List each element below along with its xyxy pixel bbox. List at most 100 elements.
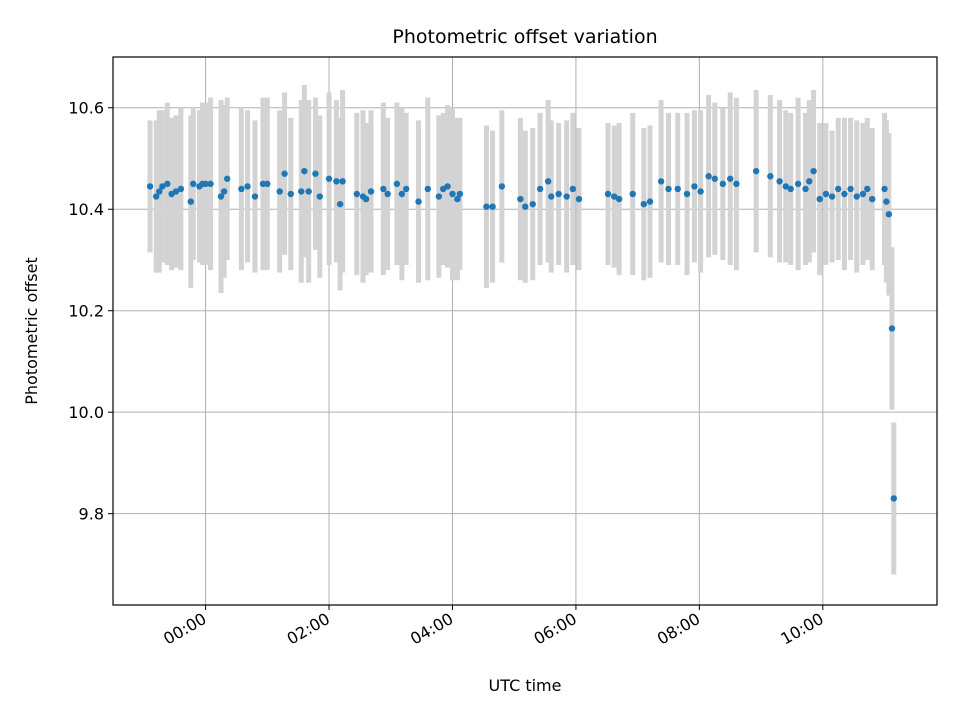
data-point: [498, 183, 506, 190]
data-point: [674, 185, 681, 193]
data-point: [398, 190, 406, 198]
data-point: [888, 325, 896, 332]
data-point: [604, 190, 612, 198]
data-point: [244, 183, 251, 190]
data-point: [384, 190, 391, 198]
data-point: [563, 193, 570, 200]
chart-title: Photometric offset variation: [392, 26, 657, 48]
data-point: [890, 495, 897, 502]
data-point: [172, 188, 180, 195]
data-point: [555, 190, 562, 198]
data-points: [146, 167, 897, 502]
data-point: [207, 180, 214, 188]
data-point: [816, 195, 823, 203]
data-point: [483, 203, 490, 210]
x-axis-title: UTC time: [489, 676, 562, 695]
data-point: [847, 185, 854, 193]
data-point: [336, 200, 344, 208]
data-point: [615, 195, 623, 203]
data-point: [276, 188, 283, 195]
data-point: [646, 198, 654, 205]
data-point: [711, 175, 718, 182]
data-point: [190, 180, 197, 188]
data-point: [393, 180, 401, 188]
data-point: [806, 178, 813, 185]
data-point: [223, 175, 231, 182]
data-point: [752, 167, 760, 175]
data-point: [305, 188, 312, 195]
data-point: [529, 200, 536, 208]
data-point: [883, 198, 890, 205]
y-axis-title: Photometric offset: [22, 257, 41, 405]
data-point: [864, 185, 871, 193]
data-point: [802, 185, 809, 193]
data-point: [810, 167, 817, 175]
data-point: [402, 185, 410, 193]
data-point: [691, 183, 698, 190]
data-point: [629, 190, 636, 198]
data-point: [287, 190, 294, 198]
data-point: [697, 188, 704, 195]
data-point: [449, 190, 456, 198]
data-point: [312, 170, 319, 177]
data-point: [548, 193, 555, 200]
data-point: [220, 188, 228, 195]
data-point: [489, 203, 496, 210]
data-point: [202, 180, 209, 188]
data-point: [264, 180, 271, 188]
data-point: [281, 170, 288, 177]
data-point: [298, 188, 305, 195]
data-point: [159, 183, 166, 190]
y-tick-label: 10.6: [68, 99, 104, 118]
y-tick-label: 10.4: [68, 200, 104, 219]
data-point: [705, 173, 712, 180]
data-point: [435, 193, 443, 200]
data-point: [415, 198, 422, 205]
data-point: [841, 190, 848, 198]
data-point: [828, 193, 836, 200]
data-point: [885, 211, 893, 218]
data-point: [251, 193, 259, 200]
data-point: [380, 185, 387, 193]
data-point: [610, 193, 618, 200]
data-point: [776, 178, 783, 185]
data-point: [794, 180, 802, 188]
data-point: [362, 195, 370, 203]
data-point: [156, 188, 163, 195]
data-point: [787, 185, 794, 193]
data-point: [853, 193, 860, 200]
data-point: [424, 185, 431, 193]
data-point: [454, 195, 461, 203]
y-tick-label: 10.0: [68, 403, 104, 422]
data-point: [517, 195, 524, 203]
data-point: [822, 190, 830, 198]
data-point: [683, 190, 691, 198]
data-point: [569, 185, 577, 193]
data-point: [782, 183, 789, 190]
data-point: [316, 193, 323, 200]
y-tick-label: 10.2: [68, 302, 104, 321]
data-point: [868, 195, 876, 203]
data-point: [177, 185, 185, 193]
data-point: [859, 190, 867, 198]
plot-frame: [112, 56, 938, 606]
data-point: [835, 185, 842, 193]
data-point: [881, 185, 888, 193]
data-point: [444, 183, 451, 190]
data-point: [456, 190, 464, 198]
data-point: [640, 200, 648, 208]
data-point: [575, 195, 583, 203]
data-point: [367, 188, 375, 195]
data-point: [238, 185, 245, 193]
data-point: [333, 178, 340, 185]
data-point: [164, 180, 171, 188]
data-point: [727, 175, 734, 182]
data-point: [339, 178, 346, 185]
data-point: [153, 193, 160, 200]
data-point: [325, 175, 333, 182]
data-point: [522, 203, 529, 210]
y-tick-label: 9.8: [79, 505, 104, 524]
data-point: [146, 183, 154, 190]
data-point: [536, 185, 544, 193]
